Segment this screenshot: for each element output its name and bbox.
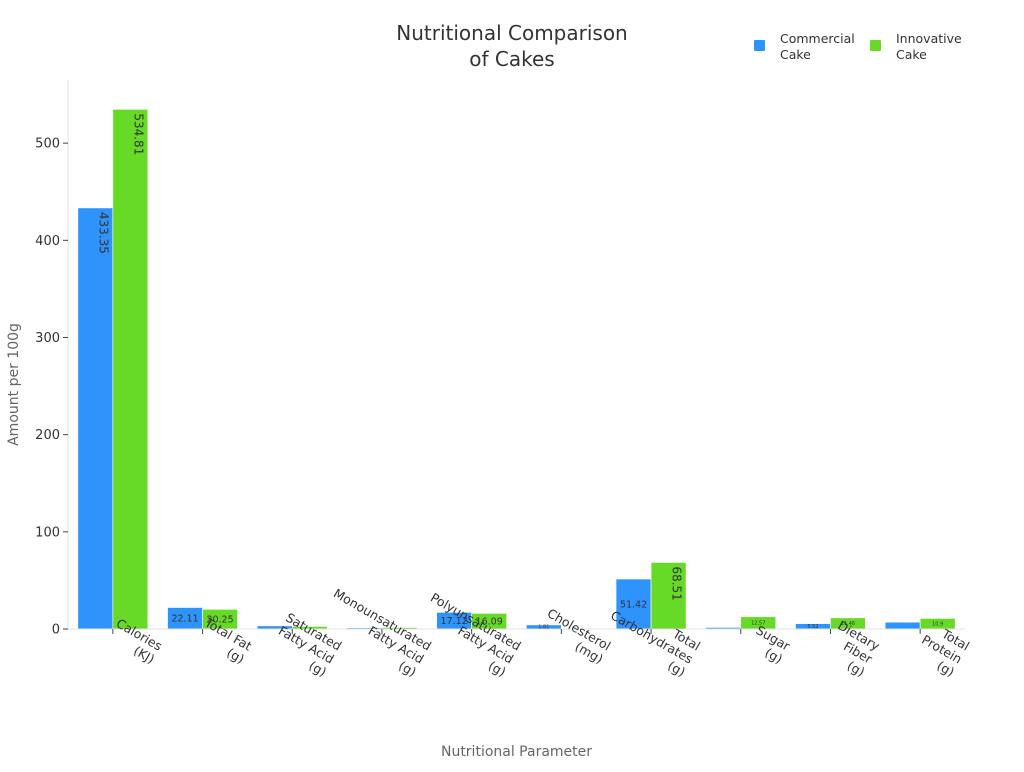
y-axis-title: Amount per 100g xyxy=(6,323,22,446)
x-tick-label: PolyunsaturatedFatty Acid(g) xyxy=(413,590,524,680)
bar xyxy=(650,562,687,630)
bar-data-label: 12.57 xyxy=(751,621,765,627)
chart-title-line: of Cakes xyxy=(469,47,554,71)
bar-data-label: 5.52 xyxy=(807,624,818,630)
bar-data-label: 16.09 xyxy=(476,617,503,628)
y-tick-label: 500 xyxy=(35,137,60,152)
x-tick-label: MonounsaturatedFatty Acid(g) xyxy=(316,586,434,680)
legend-swatch xyxy=(754,40,765,51)
legend-label: Innovative xyxy=(896,31,962,46)
y-tick-label: 400 xyxy=(35,234,60,249)
chart-title-line: Nutritional Comparison xyxy=(396,21,627,45)
bar-data-label: 17.12 xyxy=(441,616,468,627)
x-tick-label: Cholesterol(mg) xyxy=(537,605,613,666)
bar xyxy=(77,207,114,630)
y-axis: 0 100 200 300 400 500 xyxy=(35,80,69,638)
x-axis: Calories(KJ)Total Fat(g)SaturatedFatty A… xyxy=(68,586,972,680)
bar-data-label: 20.25 xyxy=(206,614,233,625)
legend-swatch xyxy=(870,40,881,51)
bar-data-label: 68.51 xyxy=(670,566,684,600)
y-tick-label: 300 xyxy=(35,331,60,346)
bar xyxy=(112,109,149,630)
bar-data-label: 1.81 xyxy=(538,625,549,631)
legend-label: Commercial xyxy=(780,31,855,46)
bar-data-label: 534.81 xyxy=(131,113,145,155)
legend-label: Cake xyxy=(896,47,927,62)
bar-data-label: 22.11 xyxy=(171,614,198,625)
y-tick-label: 200 xyxy=(35,428,60,443)
bar-data-label: 433.35 xyxy=(96,212,110,254)
legend-label: Cake xyxy=(780,47,811,62)
y-tick-label: 100 xyxy=(35,525,60,540)
y-tick-label: 0 xyxy=(52,623,60,638)
bar-data-label: 11.46 xyxy=(841,621,855,627)
bar-data-label: 51.42 xyxy=(620,599,647,610)
x-axis-title: Nutritional Parameter xyxy=(441,744,592,760)
x-tick-label: SaturatedFatty Acid(g) xyxy=(268,610,344,680)
bar xyxy=(884,621,921,630)
bars: 433.35 22.11 17.12 1.81 51.42 5.52 534.81 20.25… xyxy=(77,109,956,631)
bar-data-label: 10.9 xyxy=(932,621,943,627)
